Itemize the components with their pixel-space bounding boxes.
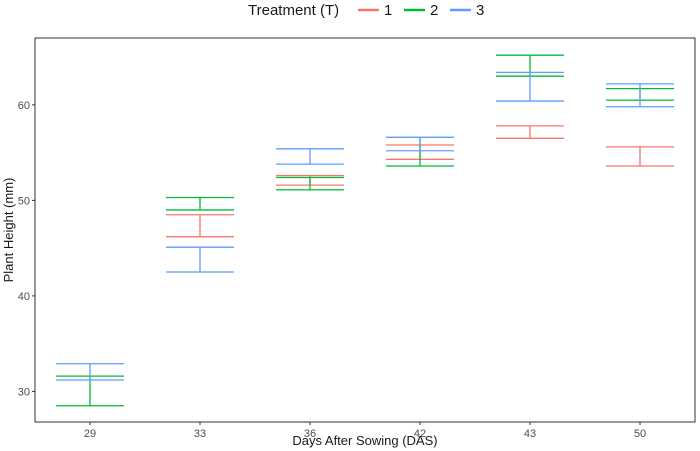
y-tick-label: 60 (18, 100, 30, 112)
error-bar-series-3 (166, 246, 234, 273)
y-axis-title: Plant Height (mm) (1, 178, 16, 283)
error-bar-series-2 (276, 176, 344, 191)
x-tick-label: 43 (524, 428, 536, 440)
error-bar-series-3 (386, 136, 454, 152)
legend-label-1: 1 (384, 2, 392, 19)
error-bar-series-3 (606, 83, 674, 108)
error-bar-series-3 (56, 363, 124, 381)
x-tick-label: 36 (304, 428, 316, 440)
error-bar-series-1 (166, 214, 234, 238)
error-bar-series-3 (496, 71, 564, 102)
y-tick-label: 50 (18, 195, 30, 207)
y-axis: 30 40 50 60 (18, 100, 35, 398)
error-bar-series-1 (496, 125, 564, 139)
legend-title: Treatment (T) (248, 2, 339, 19)
y-tick-label: 30 (18, 386, 30, 398)
x-tick-label: 33 (194, 428, 206, 440)
y-tick-label: 40 (18, 291, 30, 303)
plot-panel (34, 37, 696, 423)
error-bar-series-2 (166, 196, 234, 211)
x-axis-title: Days After Sowing (DAS) (292, 433, 437, 448)
legend-label-3: 3 (476, 2, 484, 19)
error-bars (56, 54, 674, 407)
x-tick-label: 50 (634, 428, 646, 440)
error-bar-series-1 (606, 146, 674, 167)
legend-label-2: 2 (430, 2, 438, 19)
x-tick-label: 29 (84, 428, 96, 440)
x-axis: 29 33 36 42 43 50 (84, 422, 646, 440)
x-tick-label: 42 (414, 428, 426, 440)
legend: Treatment (T) 1 2 3 (248, 2, 484, 19)
error-bar-series-3 (276, 148, 344, 165)
